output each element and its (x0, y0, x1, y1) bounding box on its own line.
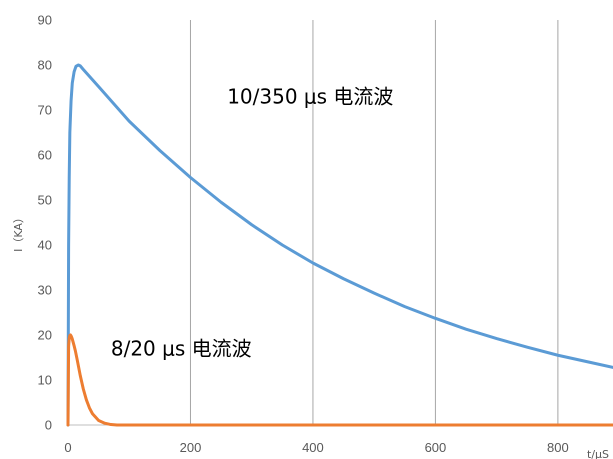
series-line-1 (66, 333, 613, 427)
gridlines (189, 20, 559, 425)
x-tick-label-200: 200 (180, 440, 202, 455)
x-tick-label-600: 600 (425, 440, 447, 455)
y-tick-label-40: 40 (38, 238, 52, 253)
y-tick-label-0: 0 (45, 418, 52, 433)
y-tick-label-80: 80 (38, 58, 52, 73)
x-tick-label-400: 400 (302, 440, 324, 455)
labels: I（KA） t/μS 10/350 μs 电流波 8/20 μs 电流波 (12, 84, 609, 459)
y-tick-label-70: 70 (38, 103, 52, 118)
y-axis-title: I（KA） (12, 212, 25, 252)
series-line-0 (66, 63, 613, 427)
annotation-8-20-wave: 8/20 μs 电流波 (111, 336, 252, 360)
x-tick-label-0: 0 (64, 440, 71, 455)
x-axis-title: t/μS (587, 448, 609, 459)
y-tick-label-50: 50 (38, 193, 52, 208)
y-tick-label-30: 30 (38, 283, 52, 298)
y-tick-label-10: 10 (38, 373, 52, 388)
y-tick-label-20: 20 (38, 328, 52, 343)
y-tick-label-90: 90 (38, 13, 52, 28)
annotation-10-350-wave: 10/350 μs 电流波 (227, 84, 393, 108)
y-tick-label-60: 60 (38, 148, 52, 163)
series (66, 63, 613, 427)
x-tick-label-800: 800 (547, 440, 569, 455)
axes: 0 200 400 600 800 0 10 20 30 40 50 60 70 80 90 (38, 13, 613, 455)
